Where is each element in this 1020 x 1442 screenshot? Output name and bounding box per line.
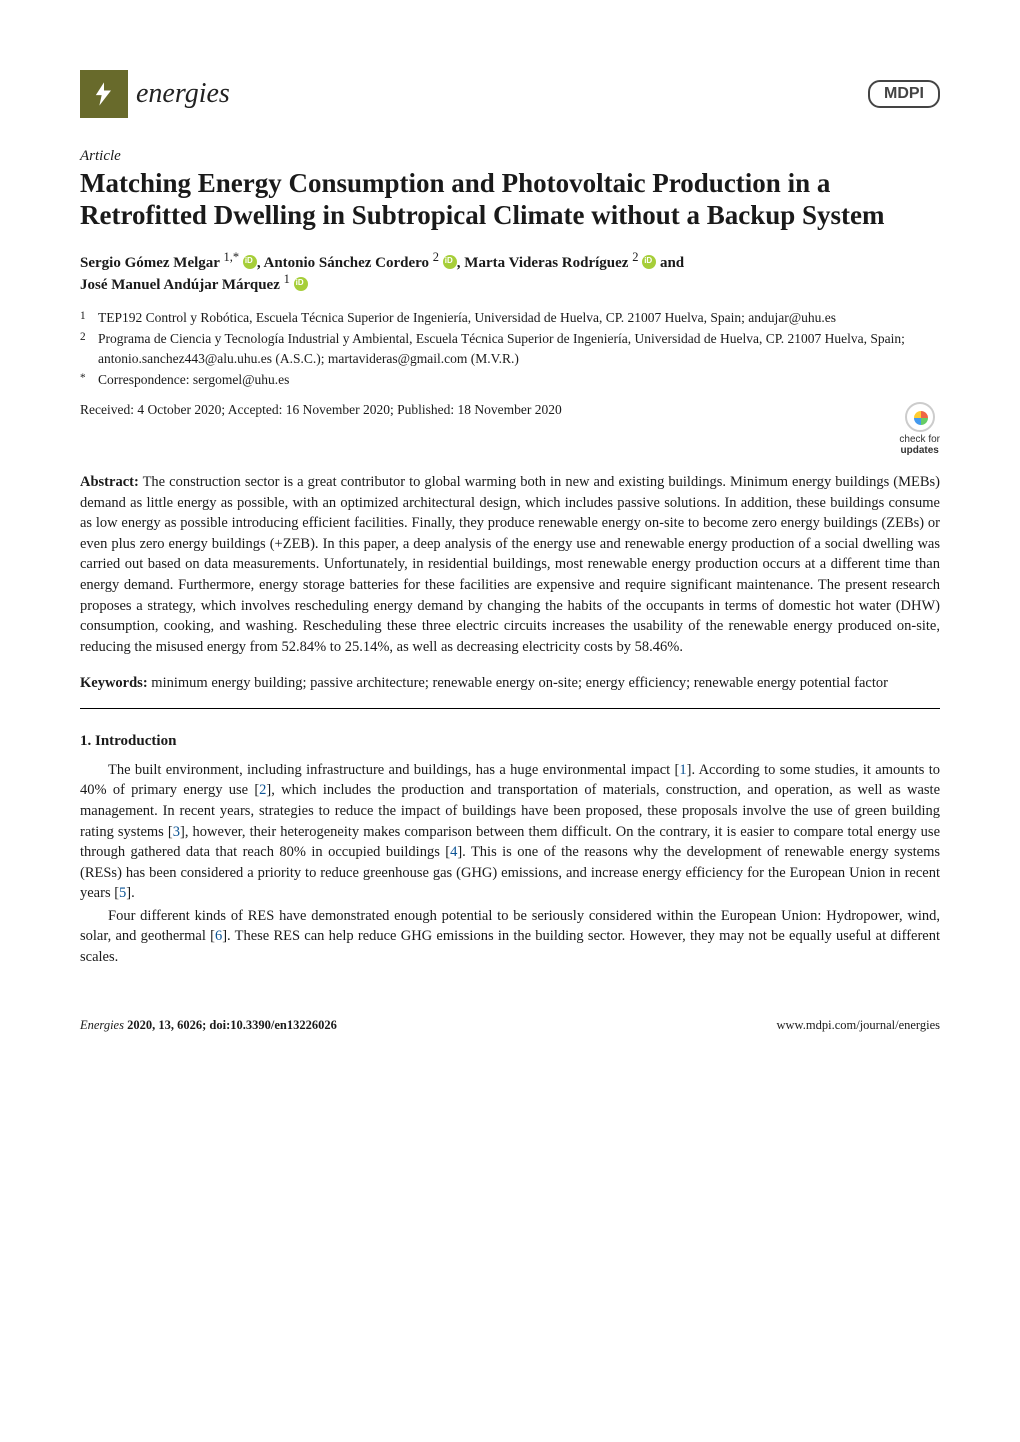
aff-text: TEP192 Control y Robótica, Escuela Técni… (98, 308, 836, 328)
author-name: , Antonio Sánchez Cordero (257, 255, 429, 271)
orcid-icon (294, 277, 308, 291)
section-heading: 1. Introduction (80, 733, 940, 750)
and-word: and (656, 255, 684, 271)
journal-logo: energies (80, 70, 230, 118)
author-sup: 1 (284, 272, 290, 286)
affiliation-item: * Correspondence: sergomel@uhu.es (80, 370, 940, 390)
footer: Energies 2020, 13, 6026; doi:10.3390/en1… (80, 1018, 940, 1033)
keywords: Keywords: minimum energy building; passi… (80, 673, 940, 694)
check-updates-l2: updates (901, 445, 939, 456)
keywords-text: minimum energy building; passive archite… (151, 675, 888, 691)
text-run: The built environment, including infrast… (108, 762, 679, 778)
affiliation-item: 2 Programa de Ciencia y Tecnología Indus… (80, 329, 940, 368)
aff-number: * (80, 370, 98, 390)
author-sup: 2 (632, 250, 638, 264)
author-sup: 2 (433, 250, 439, 264)
footer-rest: 2020, 13, 6026; doi:10.3390/en13226026 (127, 1018, 337, 1032)
article-title: Matching Energy Consumption and Photovol… (80, 167, 940, 232)
bolt-icon (80, 70, 128, 118)
paragraph: Four different kinds of RES have demonst… (80, 906, 940, 968)
abstract: Abstract: The construction sector is a g… (80, 472, 940, 657)
orcid-icon (642, 255, 656, 269)
footer-left: Energies 2020, 13, 6026; doi:10.3390/en1… (80, 1018, 337, 1033)
dates-text: Received: 4 October 2020; Accepted: 16 N… (80, 402, 562, 418)
publisher-badge: MDPI (868, 80, 940, 108)
author-name: José Manuel Andújar Márquez (80, 277, 280, 293)
dates-row: Received: 4 October 2020; Accepted: 16 N… (80, 402, 940, 456)
author-name: , Marta Videras Rodríguez (457, 255, 629, 271)
paragraph: The built environment, including infrast… (80, 760, 940, 904)
footer-year: 2020, 13, 6026; doi:10.3390/en13226026 (127, 1018, 337, 1032)
affiliation-item: 1 TEP192 Control y Robótica, Escuela Téc… (80, 308, 940, 328)
body-text: The built environment, including infrast… (80, 760, 940, 968)
abstract-label: Abstract: (80, 474, 139, 490)
abstract-text: The construction sector is a great contr… (80, 474, 940, 655)
affiliations: 1 TEP192 Control y Robótica, Escuela Téc… (80, 308, 940, 390)
author-sup: 1,* (223, 250, 239, 264)
check-updates-l1: check for (899, 434, 940, 445)
footer-journal: Energies (80, 1018, 124, 1032)
aff-number: 1 (80, 308, 98, 328)
citation[interactable]: 1 (679, 762, 686, 778)
divider (80, 708, 940, 709)
footer-right: www.mdpi.com/journal/energies (776, 1018, 940, 1033)
orcid-icon (243, 255, 257, 269)
aff-number: 2 (80, 329, 98, 368)
orcid-icon (443, 255, 457, 269)
keywords-label: Keywords: (80, 675, 148, 691)
aff-text: Programa de Ciencia y Tecnología Industr… (98, 329, 940, 368)
journal-name: energies (136, 78, 230, 110)
header: energies MDPI (80, 70, 940, 118)
text-run: ]. (126, 885, 134, 901)
check-updates-badge[interactable]: check for updates (899, 402, 940, 456)
aff-text: Correspondence: sergomel@uhu.es (98, 370, 289, 390)
author-name: Sergio Gómez Melgar (80, 255, 220, 271)
check-updates-icon (905, 402, 935, 432)
article-label: Article (80, 148, 940, 165)
citation[interactable]: 3 (173, 824, 180, 840)
authors: Sergio Gómez Melgar 1,* , Antonio Sánche… (80, 250, 940, 294)
